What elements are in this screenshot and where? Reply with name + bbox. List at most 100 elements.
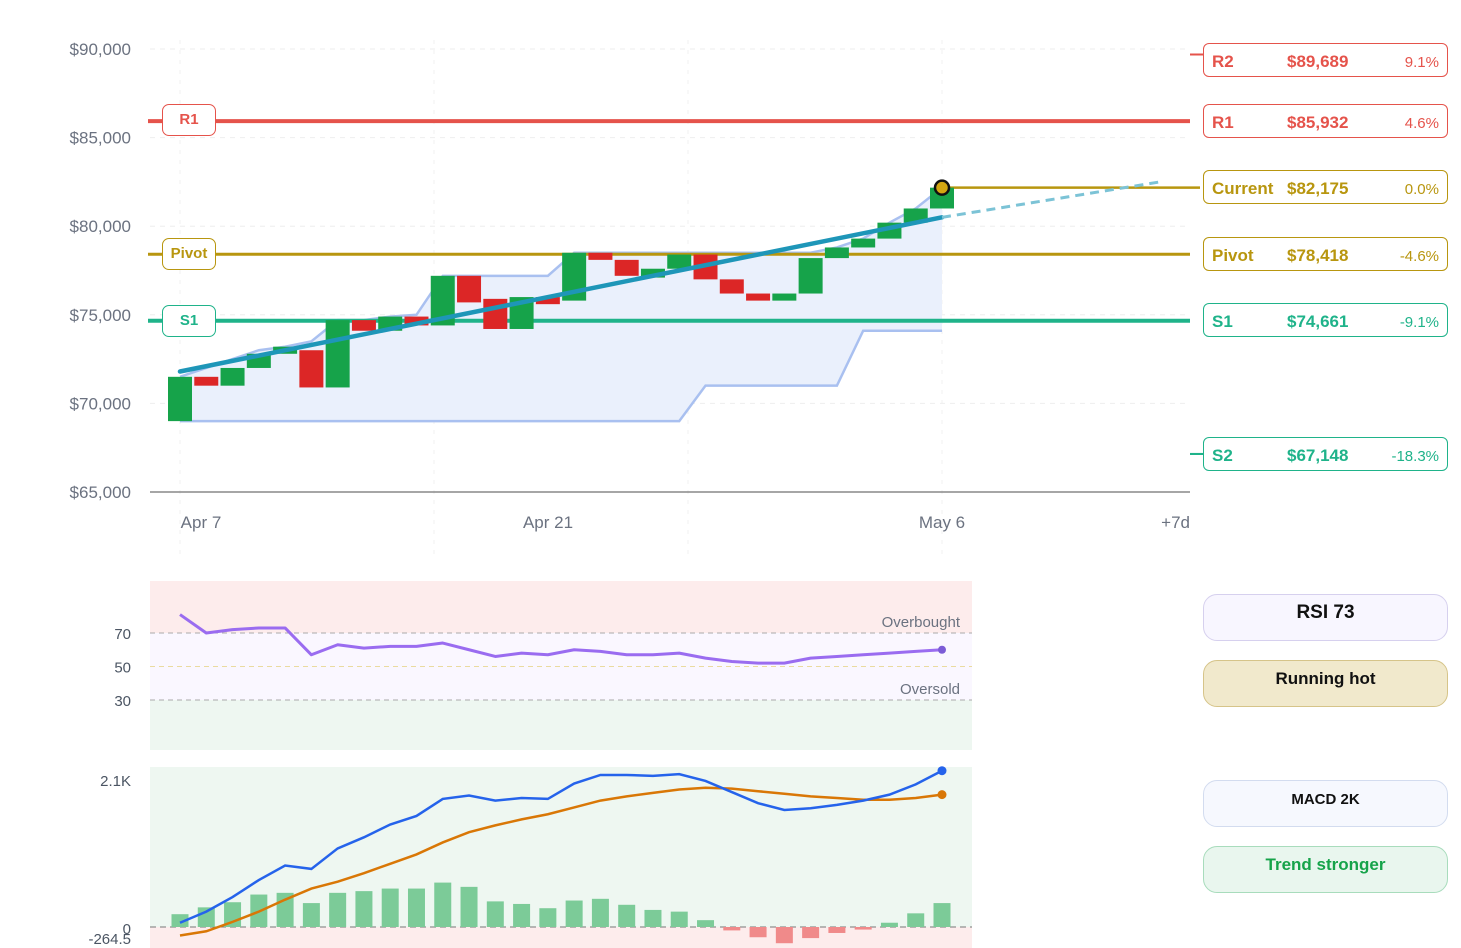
level-label-s2: S2 $67,148 -18.3% <box>1203 437 1448 471</box>
price-panel: $90,000 $85,000 $80,000 $75,000 $70,000 $65,0… <box>70 40 1203 560</box>
level-pct: 9.1% <box>1404 54 1439 71</box>
neutral-zone <box>150 633 972 700</box>
level-name: S2 <box>1212 446 1233 465</box>
level-name: R2 <box>1212 52 1234 71</box>
macd-histogram-bar <box>591 898 609 927</box>
macd-histogram-bar <box>697 920 715 927</box>
rsi-status-badge: Running hot <box>1203 660 1448 707</box>
candle <box>746 293 771 301</box>
y-tick-label: $70,000 <box>70 394 131 413</box>
macd-histogram-bar <box>775 927 793 944</box>
level-pct: 4.6% <box>1404 115 1439 132</box>
level-name: Current <box>1212 179 1274 198</box>
candle <box>168 376 192 422</box>
candle <box>220 367 245 386</box>
candle <box>404 316 429 326</box>
candle <box>719 279 744 294</box>
macd-histogram-bar <box>933 903 951 927</box>
macd-histogram-bar <box>854 927 872 930</box>
macd-histogram-bar <box>434 882 452 927</box>
candle <box>824 247 849 259</box>
candle <box>640 268 665 278</box>
macd-histogram-bar <box>670 911 688 927</box>
macd-histogram-bar <box>486 901 504 927</box>
macd-histogram-bar <box>907 913 925 927</box>
y-tick-label: $65,000 <box>70 483 131 502</box>
level-price: $67,148 <box>1287 446 1349 465</box>
macd-histogram-bar <box>828 927 846 933</box>
macd-histogram-bar <box>329 892 347 927</box>
candle <box>798 258 823 294</box>
macd-histogram-bar <box>171 914 189 927</box>
signal-line <box>179 786 943 937</box>
macd-tick-label: -264.5 <box>88 931 131 948</box>
level-name: R1 <box>1212 113 1234 132</box>
lower-band-line <box>180 329 942 423</box>
x-tick-label: +7d <box>1161 513 1190 532</box>
candle <box>535 297 560 305</box>
rsi-tick-label: 50 <box>114 660 131 677</box>
y-tick-label: $80,000 <box>70 217 131 236</box>
trend-line <box>177 215 945 374</box>
level-label-r1: R1 $85,932 4.6% <box>1203 104 1448 138</box>
pivot-left-tag: Pivot <box>162 238 216 270</box>
candle <box>903 208 928 223</box>
level-price: $89,689 <box>1287 52 1349 71</box>
candle <box>299 350 324 388</box>
macd-histogram-bar <box>381 888 399 927</box>
macd-histogram-bar <box>302 903 320 927</box>
band-fill <box>180 187 942 422</box>
candle <box>483 298 508 329</box>
macd-histogram-bar <box>802 927 820 939</box>
macd-histogram-bar <box>618 904 636 927</box>
rsi-end-dot <box>938 645 946 654</box>
level-label-current: Current $82,175 0.0% <box>1203 170 1448 204</box>
current-price-marker <box>933 179 951 196</box>
x-tick-label: May 6 <box>919 513 965 532</box>
level-pct: 0.0% <box>1404 181 1439 198</box>
macd-histogram-bar <box>749 927 767 938</box>
x-tick-label: Apr 21 <box>523 513 573 532</box>
rsi-line <box>179 613 943 665</box>
macd-value-badge: MACD 2K <box>1203 780 1448 827</box>
candle <box>588 252 613 260</box>
macd-histogram-bar <box>355 891 373 927</box>
macd-status-badge: Trend stronger <box>1203 846 1448 893</box>
candle <box>194 376 219 386</box>
level-pct: -4.6% <box>1399 248 1439 265</box>
level-name: S1 <box>1212 312 1233 331</box>
level-label-r2: R2 $89,689 9.1% <box>1203 43 1448 77</box>
macd-line <box>179 769 943 924</box>
macd-histogram-bar <box>513 903 531 927</box>
level-name: Pivot <box>1212 246 1254 265</box>
macd-tick-label: 2.1K <box>100 773 131 790</box>
macd-histogram-bar <box>407 888 425 927</box>
rsi-tick-label: 70 <box>114 626 131 643</box>
rsi-tick-label: 30 <box>114 693 131 710</box>
macd-histogram-bar <box>880 922 898 927</box>
candle <box>667 254 692 269</box>
macd-end-dot <box>937 766 947 776</box>
candle <box>851 238 876 248</box>
rsi-panel: 70 50 30 Overbought Oversold <box>114 581 972 750</box>
level-price: $82,175 <box>1287 179 1349 198</box>
candle <box>614 259 639 276</box>
rsi-value-badge: RSI 73 <box>1203 594 1448 641</box>
trend-projection-line <box>941 180 1161 219</box>
level-price: $85,932 <box>1287 113 1349 132</box>
signal-end-dot <box>937 790 947 800</box>
x-tick-label: Apr 7 <box>181 513 222 532</box>
level-pct: -9.1% <box>1399 314 1439 331</box>
level-label-pivot: Pivot $78,418 -4.6% <box>1203 237 1448 271</box>
macd-histogram-bar <box>723 927 741 931</box>
candle <box>772 293 797 301</box>
oversold-zone <box>150 700 972 750</box>
macd-histogram-bar <box>460 886 478 927</box>
level-pct: -18.3% <box>1391 448 1439 465</box>
macd-histogram-bar <box>539 908 557 927</box>
overbought-zone <box>150 581 972 633</box>
macd-negative-zone <box>150 927 972 948</box>
oversold-label: Oversold <box>900 681 960 698</box>
level-price: $78,418 <box>1287 246 1349 265</box>
